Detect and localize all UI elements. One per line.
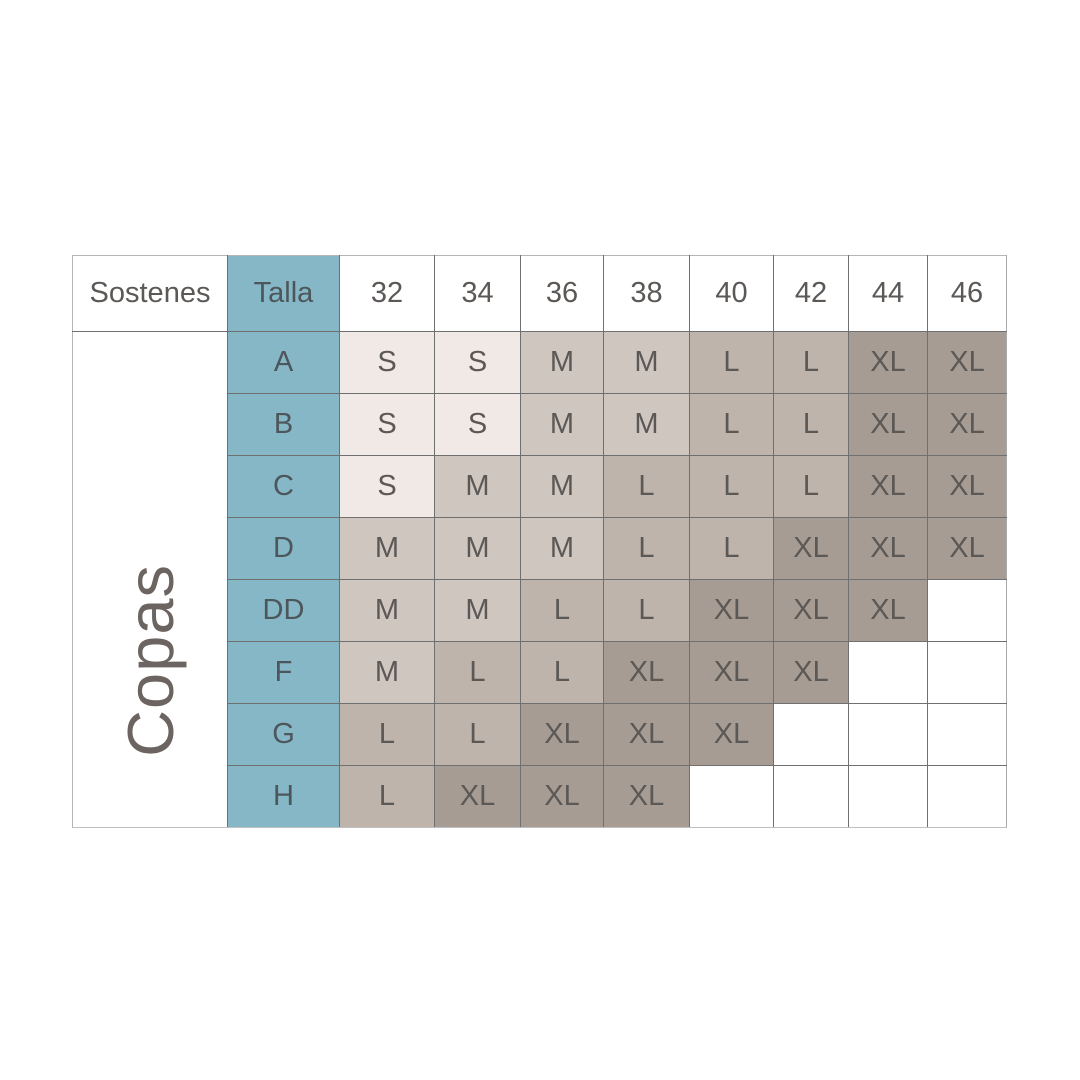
size-cell: XL (773, 579, 849, 642)
size-cell (927, 703, 1007, 766)
size-cell: L (339, 703, 435, 766)
size-cell: M (520, 517, 604, 580)
size-cell (927, 641, 1007, 704)
column-header-band-40: 40 (689, 255, 774, 332)
column-header-sostenes: Sostenes (72, 255, 228, 332)
column-header-band-34: 34 (434, 255, 521, 332)
column-header-band-32: 32 (339, 255, 435, 332)
size-cell: L (434, 641, 521, 704)
size-cell: M (434, 579, 521, 642)
cup-label: B (227, 393, 340, 456)
column-header-band-38: 38 (603, 255, 690, 332)
size-cell: M (434, 517, 521, 580)
cup-label: DD (227, 579, 340, 642)
size-cell: L (689, 455, 774, 518)
column-header-band-46: 46 (927, 255, 1007, 332)
size-cell (689, 765, 774, 828)
size-cell: S (339, 455, 435, 518)
size-cell: S (339, 393, 435, 456)
size-cell: XL (689, 579, 774, 642)
size-cell: XL (848, 393, 928, 456)
size-cell: S (434, 393, 521, 456)
copas-label: Copas (113, 564, 187, 757)
size-cell: XL (927, 393, 1007, 456)
size-cell: M (339, 641, 435, 704)
size-cell: M (603, 393, 690, 456)
cup-label: C (227, 455, 340, 518)
table-row: Copas A S S M M L L XL XL (72, 331, 1007, 828)
column-header-band-42: 42 (773, 255, 849, 332)
bra-size-chart-table: Sostenes Talla 32 34 36 38 40 42 44 46 C… (72, 255, 1007, 828)
size-cell: L (520, 641, 604, 704)
table-row: H L XL XL XL (73, 765, 1007, 828)
size-cell: M (603, 331, 690, 394)
size-cell: L (773, 393, 849, 456)
size-cell: L (520, 579, 604, 642)
size-cell: XL (603, 703, 690, 766)
size-cell: XL (520, 765, 604, 828)
size-cell (927, 765, 1007, 828)
table-row: G L L XL XL XL (73, 703, 1007, 766)
size-cell: XL (848, 455, 928, 518)
size-cell: M (520, 393, 604, 456)
size-cell: XL (773, 517, 849, 580)
size-cell: XL (848, 579, 928, 642)
size-cell: L (603, 579, 690, 642)
cup-label: G (227, 703, 340, 766)
size-cell: XL (434, 765, 521, 828)
size-cell: L (339, 765, 435, 828)
size-cell: XL (773, 641, 849, 704)
size-cell: XL (603, 765, 690, 828)
size-cell: L (773, 331, 849, 394)
size-cell (927, 579, 1007, 642)
size-cell (773, 703, 849, 766)
size-cell: L (689, 517, 774, 580)
copas-axis-cell: Copas (72, 331, 228, 828)
cup-label: F (227, 641, 340, 704)
table-row: F M L L XL XL XL (73, 641, 1007, 704)
size-cell: XL (520, 703, 604, 766)
size-cell: M (339, 579, 435, 642)
size-cell: M (339, 517, 435, 580)
size-cell (848, 765, 928, 828)
size-cell (773, 765, 849, 828)
size-cell: XL (848, 517, 928, 580)
size-cell: XL (848, 331, 928, 394)
size-cell: L (603, 455, 690, 518)
size-cell: XL (603, 641, 690, 704)
size-cell: XL (689, 641, 774, 704)
table-row: D M M M L L XL XL XL (73, 517, 1007, 580)
table-row: DD M M L L XL XL XL (73, 579, 1007, 642)
size-cell: S (434, 331, 521, 394)
size-cell: L (689, 331, 774, 394)
size-cell: L (689, 393, 774, 456)
column-header-band-36: 36 (520, 255, 604, 332)
size-cell: XL (689, 703, 774, 766)
size-cell: L (603, 517, 690, 580)
table-row: B S S M M L L XL XL (73, 393, 1007, 456)
size-cell: L (773, 455, 849, 518)
size-cell: XL (927, 331, 1007, 394)
size-cell: XL (927, 517, 1007, 580)
size-cell: M (520, 455, 604, 518)
size-cell: M (434, 455, 521, 518)
size-cell: XL (927, 455, 1007, 518)
size-cell: M (520, 331, 604, 394)
size-cell (848, 641, 928, 704)
cup-label: D (227, 517, 340, 580)
cup-label: A (227, 331, 340, 394)
size-cell (848, 703, 928, 766)
header-row: Sostenes Talla 32 34 36 38 40 42 44 46 (72, 255, 1007, 332)
column-header-talla: Talla (227, 255, 340, 332)
column-header-band-44: 44 (848, 255, 928, 332)
cup-label: H (227, 765, 340, 828)
size-cell: S (339, 331, 435, 394)
size-cell: L (434, 703, 521, 766)
